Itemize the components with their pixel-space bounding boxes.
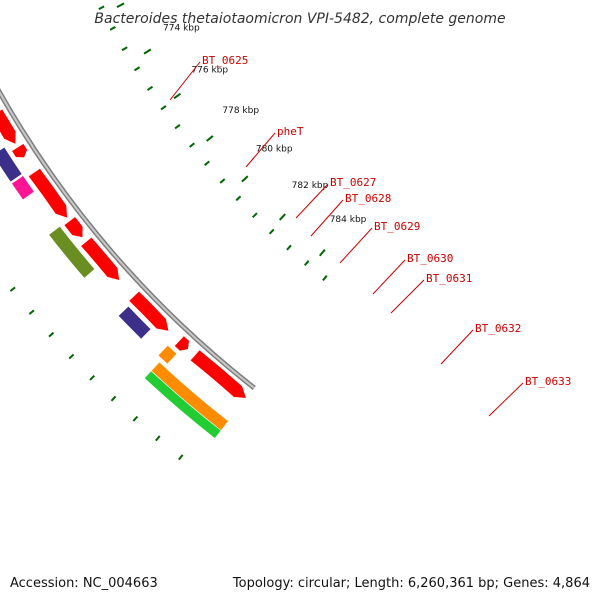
- scale-label: 778 kbp: [222, 106, 259, 116]
- tick-mark: [146, 85, 154, 91]
- gene-leader-line: [372, 259, 406, 295]
- tick-mark: [204, 160, 210, 166]
- gene-leader-line: [488, 382, 524, 417]
- gene-label: pheT: [277, 125, 304, 138]
- scale-label: 776 kbp: [191, 66, 228, 76]
- scale-major-tick: [241, 175, 249, 183]
- tick-mark: [28, 309, 35, 315]
- tick-mark: [174, 123, 181, 130]
- gene-feature: [128, 290, 170, 332]
- tick-mark: [160, 105, 167, 111]
- gene-feature: [157, 344, 178, 365]
- tick-mark: [89, 374, 96, 381]
- tick-mark: [268, 228, 275, 235]
- scale-label: 774 kbp: [163, 23, 200, 33]
- tick-mark: [134, 66, 141, 72]
- scale-major-tick: [206, 135, 214, 142]
- gene-leader-line: [440, 329, 474, 365]
- scale-label: 784 kbp: [330, 215, 367, 225]
- gene-feature: [143, 370, 222, 439]
- gene-leader-line: [245, 132, 276, 168]
- scale-major-tick: [143, 48, 152, 55]
- gene-feature: [80, 236, 120, 281]
- gene-feature: [27, 167, 68, 219]
- gene-feature: [117, 305, 152, 340]
- genome-summary-text: Topology: circular; Length: 6,260,361 bp…: [232, 576, 590, 591]
- gene-label: BT_0631: [426, 272, 472, 285]
- tick-mark: [110, 395, 117, 402]
- gene-feature: [0, 146, 23, 183]
- map-title: Bacteroides thetaiotaomicron VPI-5482, c…: [94, 11, 505, 27]
- scale-major-tick: [319, 248, 326, 257]
- tick-mark: [98, 5, 105, 11]
- gene-label: BT_0633: [525, 375, 571, 388]
- tick-mark: [132, 415, 139, 422]
- tick-mark: [189, 142, 195, 148]
- gene-feature: [0, 108, 17, 145]
- gene-label: BT_0632: [475, 322, 521, 335]
- gene-label: BT_0628: [345, 192, 391, 205]
- gene-label: BT_0629: [374, 220, 420, 233]
- tick-layer: [9, 2, 328, 461]
- scale-major-tick: [278, 213, 286, 221]
- tick-mark: [286, 244, 292, 251]
- tick-mark: [48, 331, 55, 338]
- tick-mark: [109, 26, 116, 31]
- gene-feature: [189, 349, 247, 399]
- gene-leader-line: [310, 199, 344, 237]
- feature-layer: [0, 108, 247, 439]
- tick-mark: [9, 286, 16, 292]
- tick-mark: [304, 260, 310, 266]
- gene-label: BT_0627: [330, 176, 376, 189]
- scale-major-tick: [116, 2, 125, 9]
- scale-major-tick: [173, 92, 182, 100]
- gene-feature: [63, 216, 84, 238]
- tick-mark: [251, 212, 258, 219]
- scale-label: 780 kbp: [256, 145, 293, 155]
- accession-text: Accession: NC_004663: [10, 576, 158, 591]
- tick-mark: [121, 46, 128, 52]
- gene-feature: [11, 175, 35, 201]
- gene-feature: [11, 143, 28, 158]
- gene-leader-line: [339, 227, 373, 264]
- tick-mark: [219, 178, 226, 184]
- scale-label: 782 kbp: [292, 181, 329, 191]
- gene-feature: [48, 225, 96, 279]
- tick-mark: [68, 353, 75, 360]
- gene-leader-line: [295, 183, 329, 219]
- gene-label: BT_0625: [202, 54, 248, 67]
- tick-mark: [235, 195, 242, 202]
- tick-mark: [178, 454, 184, 461]
- gene-feature: [173, 335, 190, 352]
- gene-leader-line: [169, 61, 201, 101]
- gene-label: BT_0630: [407, 252, 453, 265]
- tick-mark: [322, 275, 328, 281]
- gene-leader-line: [390, 279, 425, 314]
- tick-mark: [155, 435, 161, 442]
